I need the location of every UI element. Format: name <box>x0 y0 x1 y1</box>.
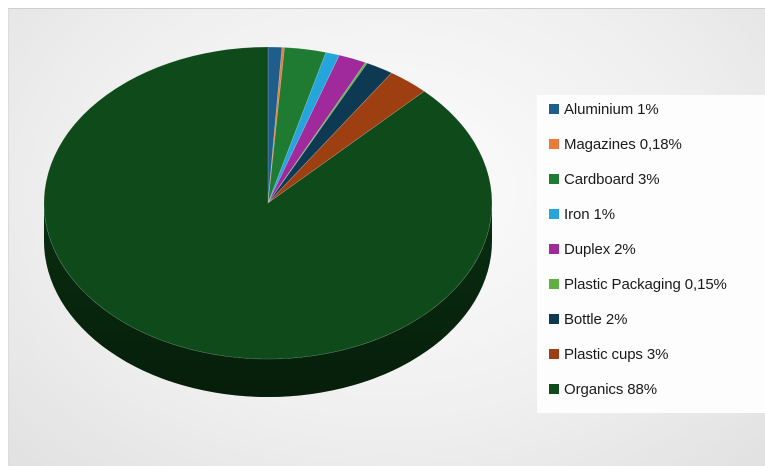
legend-item-duplex: Duplex 2% <box>549 239 636 259</box>
legend-item-magazines: Magazines 0,18% <box>549 134 682 154</box>
legend-swatch-bottle <box>549 314 559 324</box>
pie-slices <box>43 46 493 360</box>
legend-label-duplex: Duplex 2% <box>564 240 636 258</box>
legend-item-aluminium: Aluminium 1% <box>549 99 659 119</box>
pie-slice-plastic-packaging <box>267 62 368 204</box>
pie-slice-organics <box>43 46 493 360</box>
legend-swatch-magazines <box>549 139 559 149</box>
legend-swatch-iron <box>549 209 559 219</box>
pie-depth <box>44 203 492 397</box>
pie-slice-cardboard <box>267 47 327 204</box>
legend-swatch-duplex <box>549 244 559 254</box>
pie-slice-iron <box>267 51 340 204</box>
legend-item-plastic-packaging: Plastic Packaging 0,15% <box>549 274 727 294</box>
legend-item-organics: Organics 88% <box>549 379 657 399</box>
chart-area: Aluminium 1% Magazines 0,18% Cardboard 3… <box>8 8 765 466</box>
pie-side-shade <box>44 203 492 397</box>
legend-label-bottle: Bottle 2% <box>564 310 628 328</box>
legend-label-cardboard: Cardboard 3% <box>564 170 660 188</box>
pie-slice-aluminium <box>267 46 283 204</box>
legend-label-magazines: Magazines 0,18% <box>564 135 682 153</box>
legend-item-iron: Iron 1% <box>549 204 615 224</box>
legend-swatch-cardboard <box>549 174 559 184</box>
legend-swatch-plastic-cups <box>549 349 559 359</box>
legend-swatch-plastic-packaging <box>549 279 559 289</box>
legend-label-aluminium: Aluminium 1% <box>564 100 659 118</box>
pie-slice-bottle <box>267 62 393 204</box>
legend-label-plastic-packaging: Plastic Packaging 0,15% <box>564 275 727 293</box>
legend: Aluminium 1% Magazines 0,18% Cardboard 3… <box>537 95 765 413</box>
pie-slice-plastic-cups <box>267 72 425 204</box>
legend-item-cardboard: Cardboard 3% <box>549 169 660 189</box>
legend-swatch-aluminium <box>549 104 559 114</box>
legend-label-organics: Organics 88% <box>564 380 658 398</box>
pie-chart <box>43 46 493 397</box>
legend-swatch-organics <box>549 384 559 394</box>
legend-item-bottle: Bottle 2% <box>549 309 627 329</box>
legend-item-plastic-cups: Plastic cups 3% <box>549 344 668 364</box>
legend-label-iron: Iron 1% <box>564 205 615 223</box>
legend-label-plastic-cups: Plastic cups 3% <box>564 345 669 363</box>
pie-slice-magazines <box>267 46 285 204</box>
pie-slice-duplex <box>267 54 366 204</box>
